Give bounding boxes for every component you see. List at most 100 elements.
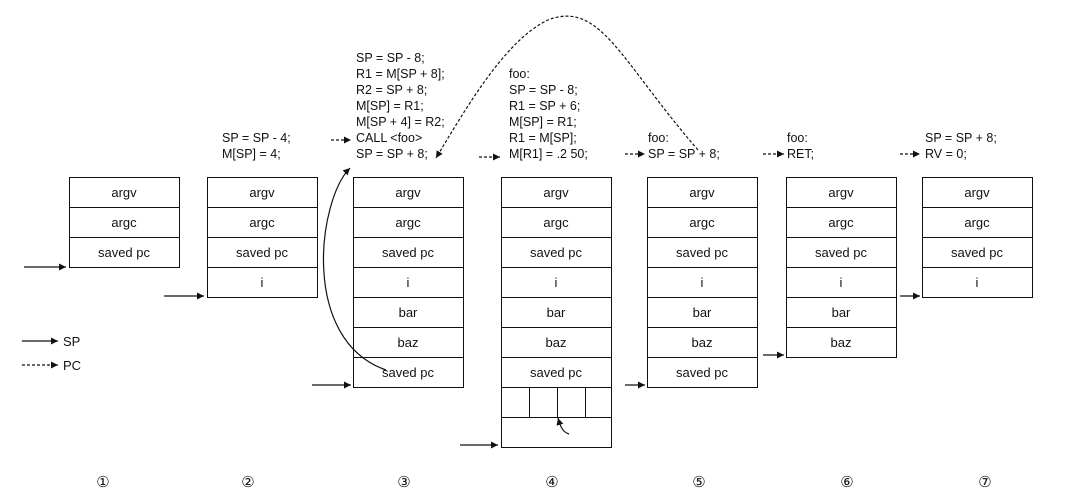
stack-cell-label: argv: [828, 185, 854, 200]
step-number: ③: [397, 474, 410, 491]
stack-cell-label: argv: [689, 185, 715, 200]
stack-cell: i: [353, 267, 464, 298]
stack-cell-label: i: [840, 275, 843, 290]
stack-cell: [501, 387, 612, 418]
stack-cell: argv: [353, 177, 464, 208]
stack-cell-box: [786, 327, 897, 358]
stack-cell: argc: [786, 207, 897, 238]
stack-cell-label: saved pc: [530, 245, 583, 260]
stack-cell-label: saved pc: [98, 245, 151, 260]
stack-cell-label: argc: [964, 215, 990, 230]
stack-cell-box: [207, 267, 318, 298]
stack-cell-box: [647, 237, 758, 268]
stack-cell-box: [353, 357, 464, 388]
stack-cell: baz: [786, 327, 897, 358]
stack-cell-label: argc: [828, 215, 854, 230]
stack-cell-label: i: [701, 275, 704, 290]
stack-cell: i: [647, 267, 758, 298]
pointer-arrow: [556, 417, 570, 435]
stack-cell-box: [922, 237, 1033, 268]
stack-cell-label: baz: [692, 335, 713, 350]
stack-cell: saved pc: [922, 237, 1033, 268]
stack-cell-label: argc: [395, 215, 421, 230]
stack-cell-box: [647, 207, 758, 238]
frame-1: argv argc saved pc ①: [69, 177, 180, 491]
stack-cell: saved pc: [207, 237, 318, 268]
step-number: ⑥: [840, 474, 853, 491]
code-line: M[R1] = .2 50;: [509, 147, 588, 161]
legend: SP PC: [22, 334, 81, 373]
stack-cell-label: bar: [547, 305, 566, 320]
code-line: SP = SP + 8;: [356, 147, 428, 161]
stack-cell: argv: [501, 177, 612, 208]
stack-cell-box: [647, 357, 758, 388]
stack-cell-label: argv: [543, 185, 569, 200]
stack-cell: argv: [647, 177, 758, 208]
stack-cell: argc: [922, 207, 1033, 238]
code-line: M[SP + 4] = R2;: [356, 115, 445, 129]
code-line: R2 = SP + 8;: [356, 83, 427, 97]
stack-cell-box: [647, 267, 758, 298]
stack-cell-box: [353, 327, 464, 358]
step-number: ⑤: [692, 474, 705, 491]
stack-cell: bar: [647, 297, 758, 328]
stack-cell-label: argc: [249, 215, 275, 230]
stack-cell-box: [353, 297, 464, 328]
code-line: M[SP] = 4;: [222, 147, 281, 161]
stack-cell: saved pc: [353, 237, 464, 268]
stack-cell-label: bar: [832, 305, 851, 320]
pc-arrows: [331, 136, 920, 161]
stack-cell-box: [69, 237, 180, 268]
stack-cell-label: saved pc: [382, 365, 435, 380]
stack-cell-label: baz: [831, 335, 852, 350]
stack-cell-box: [207, 207, 318, 238]
stack-cell-box: [501, 207, 612, 238]
stack-cell-label: saved pc: [676, 365, 729, 380]
step-number: ④: [545, 474, 558, 491]
stack-cell-box: [207, 237, 318, 268]
stack-cell-box: [501, 357, 612, 388]
stack-cell-label: saved pc: [236, 245, 289, 260]
stack-cell-label: saved pc: [382, 245, 435, 260]
stack-cell-label: i: [555, 275, 558, 290]
return-address-arrow: [322, 167, 387, 371]
stack-cell-label: saved pc: [676, 245, 729, 260]
stack-cell: baz: [353, 327, 464, 358]
stack-cell-label: saved pc: [951, 245, 1004, 260]
stack-cell-label: argc: [689, 215, 715, 230]
code-line: SP = SP + 8;: [648, 147, 720, 161]
stack-cell-box: [207, 177, 318, 208]
stack-cell-box: [353, 267, 464, 298]
step-number: ②: [241, 474, 254, 491]
stack-cell: [501, 417, 612, 448]
stack-cell-box: [922, 267, 1033, 298]
stack-cell: i: [207, 267, 318, 298]
stack-cell: saved pc: [353, 357, 464, 388]
stack-cell: bar: [786, 297, 897, 328]
stack-cell-label: argc: [543, 215, 569, 230]
stack-cell-box: [501, 387, 612, 418]
code-line: SP = SP + 8;: [925, 131, 997, 145]
code-line: RET;: [787, 147, 814, 161]
code-line: R1 = M[SP];: [509, 131, 577, 145]
code-line: foo:: [509, 67, 530, 81]
step-number: ①: [96, 474, 109, 491]
stack-cell-box: [501, 237, 612, 268]
stack-cell-box: [501, 177, 612, 208]
stack-cell-label: i: [976, 275, 979, 290]
frame-3: argv argc saved pc i bar baz saved pc SP = SP -…: [353, 51, 464, 491]
stack-cell-label: bar: [693, 305, 712, 320]
stack-cell-label: argv: [249, 185, 275, 200]
code-line: SP = SP - 4;: [222, 131, 291, 145]
stack-cell: saved pc: [647, 237, 758, 268]
stack-cell-box: [647, 177, 758, 208]
stack-cell: argc: [501, 207, 612, 238]
stack-cell-box: [501, 267, 612, 298]
stack-cell: baz: [647, 327, 758, 358]
stack-cell-label: argv: [964, 185, 990, 200]
stack-cell: argv: [207, 177, 318, 208]
stack-cell: argc: [69, 207, 180, 238]
code-line: SP = SP - 8;: [356, 51, 425, 65]
legend-sp-label: SP: [63, 334, 80, 349]
